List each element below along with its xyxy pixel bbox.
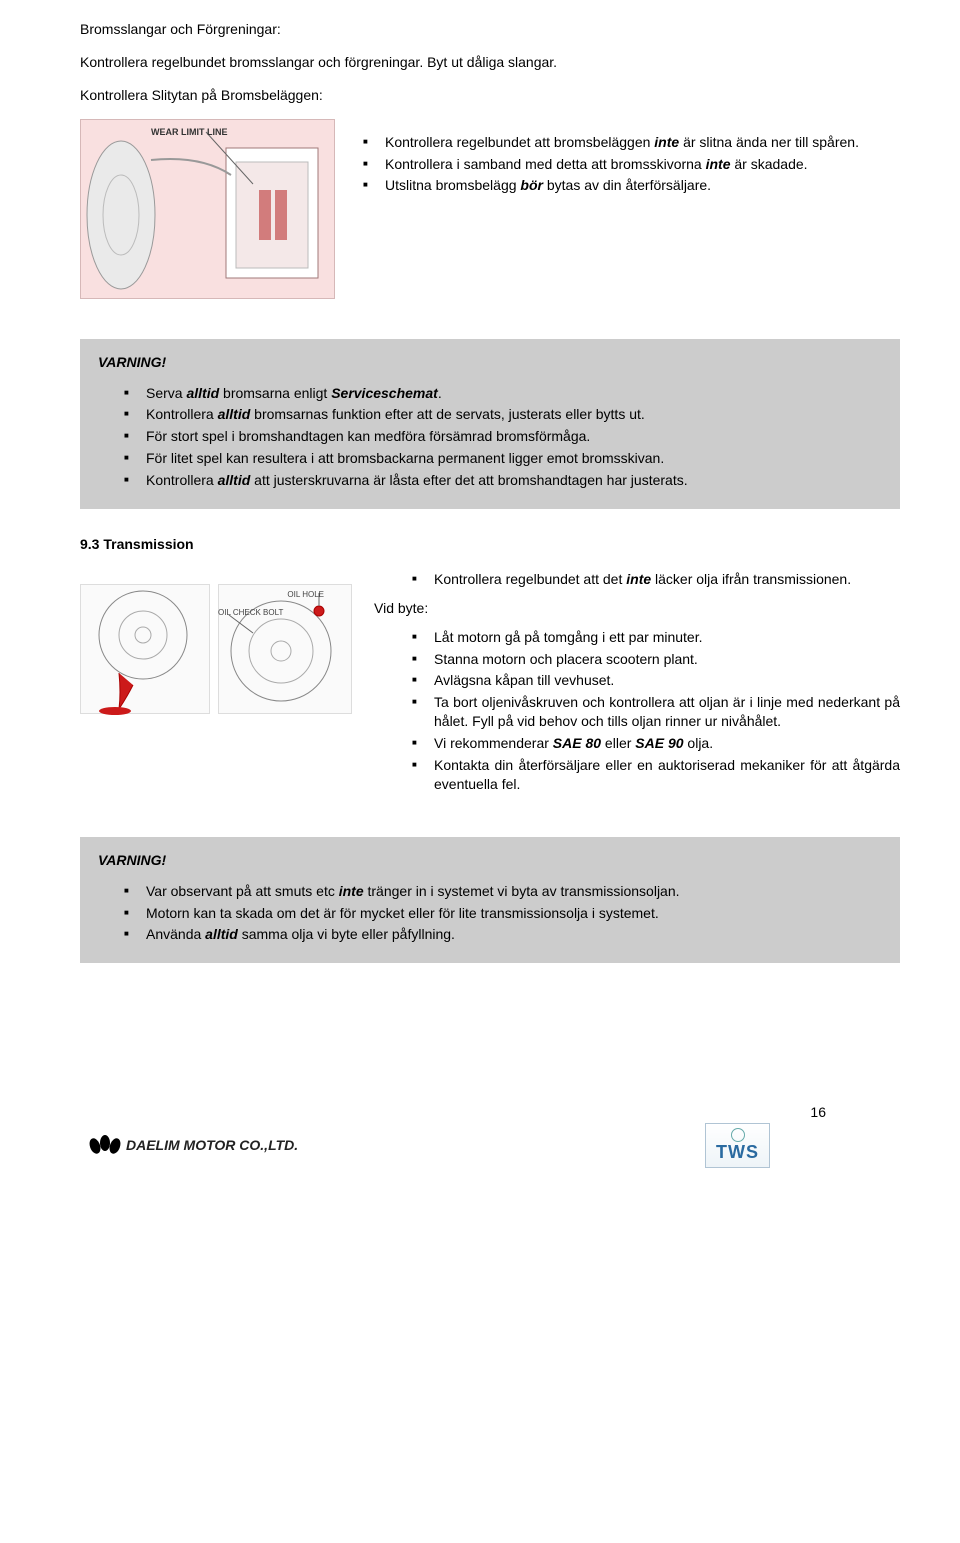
wear-title: Kontrollera Slitytan på Bromsbeläggen: (80, 86, 900, 105)
warning-box-2: VARNING! Var observant på att smuts etc … (80, 837, 900, 964)
warning-title: VARNING! (98, 353, 882, 372)
trans-left-svg (81, 585, 211, 715)
list-item: Kontakta din återförsäljare eller en auk… (434, 756, 900, 794)
list-item: Vi rekommenderar SAE 80 eller SAE 90 olj… (434, 734, 900, 753)
list-item: Var observant på att smuts etc inte trän… (146, 882, 882, 901)
footer-wrap: DAELIM MOTOR CO.,LTD. TWS 16 (80, 1123, 900, 1167)
daelim-text: DAELIM MOTOR CO.,LTD. (126, 1136, 298, 1155)
daelim-petals-icon (90, 1135, 120, 1157)
warning1-list: Serva alltid bromsarna enligt Servicesch… (98, 384, 882, 490)
daelim-logo: DAELIM MOTOR CO.,LTD. (90, 1135, 298, 1157)
wear-row: WEAR LIMIT LINE Kontrollera regelbundet … (80, 119, 900, 299)
list-item: Stanna motorn och placera scootern plant… (434, 650, 900, 669)
tws-logo: TWS (705, 1123, 770, 1167)
warning-box-1: VARNING! Serva alltid bromsarna enligt S… (80, 339, 900, 509)
list-item: Avlägsna kåpan till vevhuset. (434, 671, 900, 690)
list-item: Kontrollera alltid att justerskruvarna ä… (146, 471, 882, 490)
list-item: Motorn kan ta skada om det är för mycket… (146, 904, 882, 923)
transmission-content: Kontrollera regelbundet att det inte läc… (374, 566, 900, 797)
page-number: 16 (810, 1103, 826, 1122)
list-item: Utslitna bromsbelägg bör bytas av din åt… (385, 176, 900, 195)
footer: DAELIM MOTOR CO.,LTD. TWS (80, 1123, 900, 1167)
list-item: Kontrollera regelbundet att bromsbelägge… (385, 133, 900, 152)
list-item: För litet spel kan resultera i att broms… (146, 449, 882, 468)
trans-right-svg (219, 585, 353, 715)
list-item: Ta bort oljenivåskruven och kontrollera … (434, 693, 900, 731)
trans-list: Låt motorn gå på tomgång i ett par minut… (374, 628, 900, 794)
transmission-row: OIL HOLE OIL CHECK BOLT Kontrollera rege… (80, 566, 900, 797)
vid-byte-label: Vid byte: (374, 599, 900, 618)
warning-title: VARNING! (98, 851, 882, 870)
list-item: Kontrollera regelbundet att det inte läc… (434, 570, 900, 589)
tws-text: TWS (716, 1140, 759, 1164)
list-item: Kontrollera i samband med detta att brom… (385, 155, 900, 174)
hoses-title: Bromsslangar och Förgreningar: (80, 20, 900, 39)
tws-globe-icon (731, 1128, 745, 1142)
wear-illustration: WEAR LIMIT LINE (80, 119, 335, 299)
list-item: Serva alltid bromsarna enligt Servicesch… (146, 384, 882, 403)
wear-list: Kontrollera regelbundet att bromsbelägge… (357, 133, 900, 196)
transmission-heading: 9.3 Transmission (80, 535, 900, 554)
transmission-illustration: OIL HOLE OIL CHECK BOLT (80, 566, 352, 736)
brake-illustration-svg (81, 120, 335, 299)
warning2-list: Var observant på att smuts etc inte trän… (98, 882, 882, 945)
list-item: Använda alltid samma olja vi byte eller … (146, 925, 882, 944)
list-item: För stort spel i bromshandtagen kan medf… (146, 427, 882, 446)
list-item: Låt motorn gå på tomgång i ett par minut… (434, 628, 900, 647)
trans-top-list: Kontrollera regelbundet att det inte läc… (374, 570, 900, 589)
oil-check-bolt-label: OIL CHECK BOLT (218, 608, 283, 619)
wear-limit-label: WEAR LIMIT LINE (151, 126, 228, 138)
list-item: Kontrollera alltid bromsarnas funktion e… (146, 405, 882, 424)
wear-content: Kontrollera regelbundet att bromsbelägge… (357, 119, 900, 199)
oil-hole-label: OIL HOLE (287, 590, 324, 601)
hoses-para: Kontrollera regelbundet bromsslangar och… (80, 53, 900, 72)
